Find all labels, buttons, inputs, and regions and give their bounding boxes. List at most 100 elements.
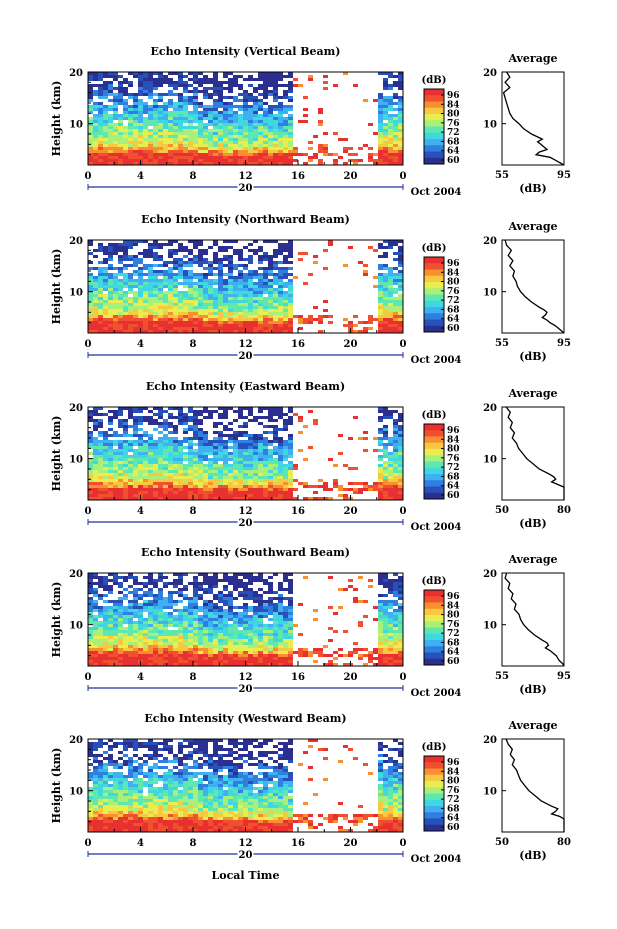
heatmap-cell: [193, 627, 198, 630]
heatmap-cell: [388, 467, 393, 470]
heatmap-cell: [238, 294, 243, 297]
heatmap-cell: [148, 291, 153, 294]
heatmap-cell: [243, 291, 248, 294]
colorbar-swatch: [424, 139, 444, 146]
profile-y-tick-label: 10: [483, 455, 497, 466]
heatmap-cell: [118, 585, 123, 588]
heatmap-cell: [388, 297, 393, 300]
heatmap-cell: [278, 102, 283, 105]
heatmap-cell: [158, 588, 163, 591]
heatmap-cell: [113, 291, 118, 294]
heatmap-cell: [318, 315, 323, 318]
heatmap-cell: [173, 276, 178, 279]
heatmap-cell: [273, 288, 278, 291]
heatmap-cell: [93, 615, 98, 618]
heatmap-cell: [233, 126, 238, 129]
heatmap-cell: [178, 497, 183, 500]
heatmap-cell: [158, 494, 163, 497]
heatmap-cell: [278, 461, 283, 464]
heatmap-cell: [208, 494, 213, 497]
heatmap-cell: [218, 473, 223, 476]
heatmap-cell: [218, 102, 223, 105]
heatmap-cell: [158, 303, 163, 306]
heatmap-cell: [118, 422, 123, 425]
heatmap-cell: [378, 147, 383, 150]
heatmap-cell: [223, 446, 228, 449]
heatmap-cell: [98, 306, 103, 309]
heatmap-cell: [143, 273, 148, 276]
heatmap-cell: [228, 261, 233, 264]
heatmap-cell: [288, 633, 293, 636]
heatmap-cell: [218, 246, 223, 249]
heatmap-cell: [103, 606, 108, 609]
heatmap-cell: [133, 264, 138, 267]
heatmap-cell: [123, 482, 128, 485]
heatmap-cell: [118, 615, 123, 618]
heatmap-cell: [108, 491, 113, 494]
heatmap-cell: [168, 267, 173, 270]
heatmap-cell: [378, 321, 383, 324]
heatmap-cell: [248, 437, 253, 440]
heatmap-cell: [213, 467, 218, 470]
heatmap-cell: [188, 582, 193, 585]
heatmap-cell: [178, 153, 183, 156]
heatmap-cell: [143, 249, 148, 252]
heatmap-cell: [113, 639, 118, 642]
colorbar-swatch: [424, 313, 444, 320]
heatmap-cell: [128, 309, 133, 312]
heatmap-cell: [398, 419, 403, 422]
heatmap-cell: [188, 282, 193, 285]
heatmap-cell: [108, 105, 113, 108]
heatmap-cell: [138, 315, 143, 318]
heatmap-cell: [158, 473, 163, 476]
heatmap-cell: [148, 630, 153, 633]
heatmap-cell: [183, 458, 188, 461]
heatmap-cell: [103, 461, 108, 464]
heatmap-cell: [93, 488, 98, 491]
heatmap-cell: [213, 582, 218, 585]
heatmap-cell: [378, 255, 383, 258]
heatmap-cell: [133, 458, 138, 461]
heatmap-cell: [88, 318, 93, 321]
heatmap-cell: [113, 288, 118, 291]
heatmap-cell: [98, 630, 103, 633]
heatmap-cell: [273, 159, 278, 162]
heatmap-cell: [128, 576, 133, 579]
heatmap-cell: [113, 144, 118, 147]
heatmap-cell: [88, 606, 93, 609]
heatmap-cell: [153, 324, 158, 327]
heatmap-cell: [153, 93, 158, 96]
heatmap-cell: [323, 147, 328, 150]
heatmap-cell: [248, 159, 253, 162]
heatmap-cell: [193, 464, 198, 467]
heatmap-cell: [398, 126, 403, 129]
heatmap-cell: [353, 84, 358, 87]
heatmap-cell: [398, 470, 403, 473]
heatmap-cell: [163, 81, 168, 84]
heatmap-cell: [208, 606, 213, 609]
profile-line: [502, 71, 565, 166]
heatmap-cell: [158, 282, 163, 285]
heatmap-cell: [118, 87, 123, 90]
colorbar-tick-label: 76: [447, 287, 460, 297]
heatmap-cell: [168, 636, 173, 639]
heatmap-cell: [158, 600, 163, 603]
heatmap-cell: [113, 147, 118, 150]
heatmap-cell: [143, 144, 148, 147]
heatmap-cell: [138, 312, 143, 315]
heatmap-cell: [393, 153, 398, 156]
heatmap-cell: [223, 105, 228, 108]
heatmap-cell: [208, 138, 213, 141]
heatmap-cell: [273, 573, 278, 576]
heatmap-cell: [178, 126, 183, 129]
heatmap-cell: [143, 126, 148, 129]
heatmap-cell: [268, 258, 273, 261]
heatmap-cell: [288, 81, 293, 84]
heatmap-cell: [253, 78, 258, 81]
heatmap-cell: [283, 108, 288, 111]
heatmap-cell: [128, 273, 133, 276]
heatmap-cell: [138, 81, 143, 84]
colorbar-swatch: [424, 424, 444, 431]
heatmap-cell: [168, 126, 173, 129]
heatmap-cell: [138, 588, 143, 591]
